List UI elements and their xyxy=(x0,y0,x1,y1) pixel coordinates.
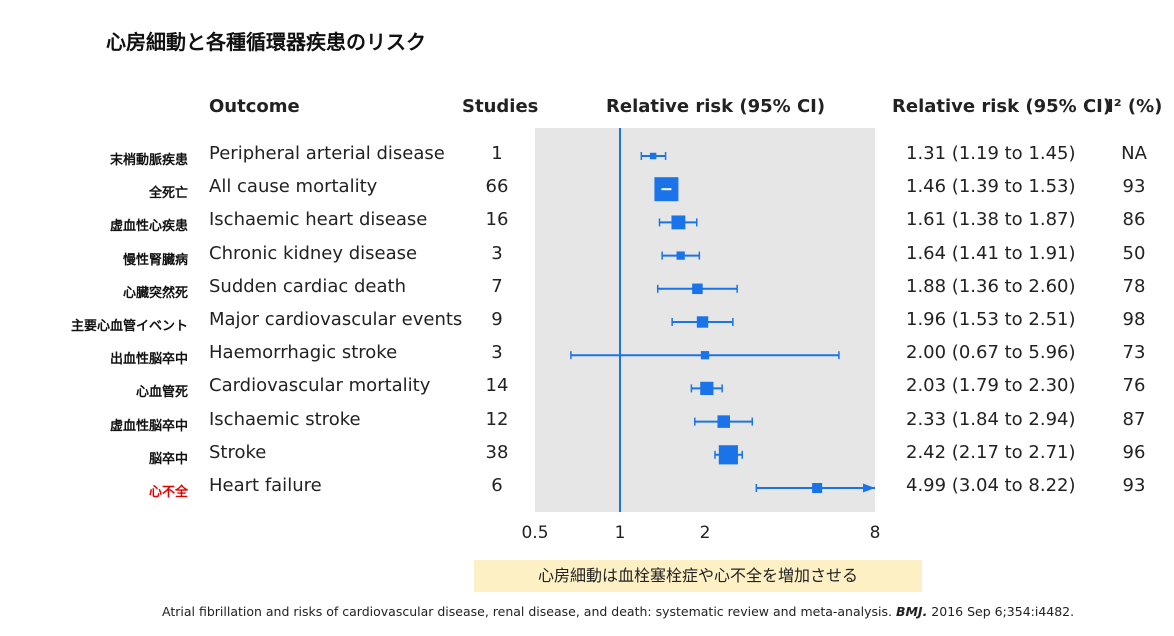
studies-count: 38 xyxy=(485,441,509,463)
studies-count: 12 xyxy=(485,408,509,430)
i2-value: 96 xyxy=(1122,441,1146,463)
studies-count: 16 xyxy=(485,209,509,231)
x-tick-label: 0.5 xyxy=(521,523,548,543)
outcome-label: Ischaemic stroke xyxy=(209,408,361,430)
outcome-jp-label: 心臓突然死 xyxy=(122,285,188,301)
i2-value: 87 xyxy=(1122,408,1146,430)
outcome-label: Ischaemic heart disease xyxy=(209,209,428,231)
estimate-marker xyxy=(671,215,686,230)
citation-details: 2016 Sep 6;354:i4482. xyxy=(927,604,1075,619)
studies-count: 14 xyxy=(485,375,509,397)
summary-note: 心房細動は血栓塞栓症や心不全を増加させる xyxy=(474,560,922,592)
estimate-marker xyxy=(812,482,823,494)
page-title: 心房細動と各種循環器疾患のリスク xyxy=(106,30,426,54)
studies-count: 6 xyxy=(491,475,503,496)
header-i2: I² (%) xyxy=(1107,96,1163,117)
outcome-jp-label: 主要心血管イベント xyxy=(70,319,188,334)
i2-value: 78 xyxy=(1122,275,1146,297)
rr-value: 2.00 (0.67 to 5.96) xyxy=(906,342,1076,364)
i2-value: 86 xyxy=(1122,209,1146,231)
estimate-marker xyxy=(676,251,685,260)
rr-value: 2.42 (2.17 to 2.71) xyxy=(906,441,1076,463)
i2-value: NA xyxy=(1121,143,1147,164)
header-rr: Relative risk (95% CI) xyxy=(892,96,1112,117)
i2-value: 76 xyxy=(1122,375,1146,397)
rr-value: 1.88 (1.36 to 2.60) xyxy=(906,275,1076,297)
outcome-jp-label: 虚血性心疾患 xyxy=(109,219,188,235)
x-tick-label: 1 xyxy=(615,523,626,543)
studies-count: 9 xyxy=(491,309,503,330)
header-studies: Studies xyxy=(462,96,539,117)
outcome-jp-label: 心血管死 xyxy=(135,385,188,401)
outcome-label: Peripheral arterial disease xyxy=(209,143,445,164)
outcome-label: Sudden cardiac death xyxy=(209,275,406,297)
rr-value: 1.96 (1.53 to 2.51) xyxy=(906,309,1076,330)
outcome-label: All cause mortality xyxy=(209,176,378,198)
i2-value: 98 xyxy=(1122,309,1146,330)
outcome-jp-label: 慢性腎臓病 xyxy=(122,252,188,268)
estimate-marker xyxy=(700,351,710,360)
i2-value: 93 xyxy=(1122,475,1146,496)
i2-value: 73 xyxy=(1122,342,1146,364)
estimate-marker xyxy=(700,381,714,396)
estimate-marker xyxy=(718,445,738,465)
studies-count: 3 xyxy=(491,342,503,364)
studies-count: 7 xyxy=(491,275,503,297)
outcome-jp-label: 末梢動脈疾患 xyxy=(109,153,188,168)
outcome-jp-label: 脳卒中 xyxy=(148,451,188,467)
rr-value: 4.99 (3.04 to 8.22) xyxy=(906,475,1076,496)
rr-value: 2.03 (1.79 to 2.30) xyxy=(906,375,1076,397)
citation-text: Atrial fibrillation and risks of cardiov… xyxy=(162,604,896,619)
estimate-marker xyxy=(717,415,730,428)
outcome-jp-label: 全死亡 xyxy=(148,186,188,202)
citation-journal: BMJ. xyxy=(895,604,928,619)
rr-value: 1.31 (1.19 to 1.45) xyxy=(906,143,1076,164)
outcome-jp-label: 心不全 xyxy=(148,485,188,500)
studies-count: 66 xyxy=(485,176,509,198)
estimate-marker xyxy=(696,316,709,328)
i2-value: 50 xyxy=(1122,242,1146,264)
header-outcome: Outcome xyxy=(209,96,300,117)
citation: Atrial fibrillation and risks of cardiov… xyxy=(162,604,1074,619)
outcome-label: Chronic kidney disease xyxy=(209,242,418,264)
rr-value: 2.33 (1.84 to 2.94) xyxy=(906,408,1076,430)
outcome-jp-label: 虚血性脳卒中 xyxy=(109,418,188,434)
ci-arrow xyxy=(863,483,875,493)
outcome-label: Major cardiovascular events xyxy=(209,309,463,330)
rr-value: 1.64 (1.41 to 1.91) xyxy=(906,242,1076,264)
estimate-marker xyxy=(649,152,657,160)
x-tick-label: 2 xyxy=(700,523,711,543)
outcome-label: Stroke xyxy=(209,441,267,463)
outcome-label: Heart failure xyxy=(209,475,322,496)
outcome-label: Cardiovascular mortality xyxy=(209,375,431,397)
header-plot: Relative risk (95% CI) xyxy=(606,96,826,117)
estimate-marker xyxy=(692,283,703,295)
studies-count: 1 xyxy=(491,143,503,164)
x-tick-label: 8 xyxy=(870,523,881,543)
rr-value: 1.46 (1.39 to 1.53) xyxy=(906,176,1076,198)
outcome-label: Haemorrhagic stroke xyxy=(209,342,398,364)
rr-value: 1.61 (1.38 to 1.87) xyxy=(906,209,1076,231)
outcome-jp-label: 出血性脳卒中 xyxy=(109,352,188,368)
studies-count: 3 xyxy=(491,242,503,264)
i2-value: 93 xyxy=(1122,176,1146,198)
